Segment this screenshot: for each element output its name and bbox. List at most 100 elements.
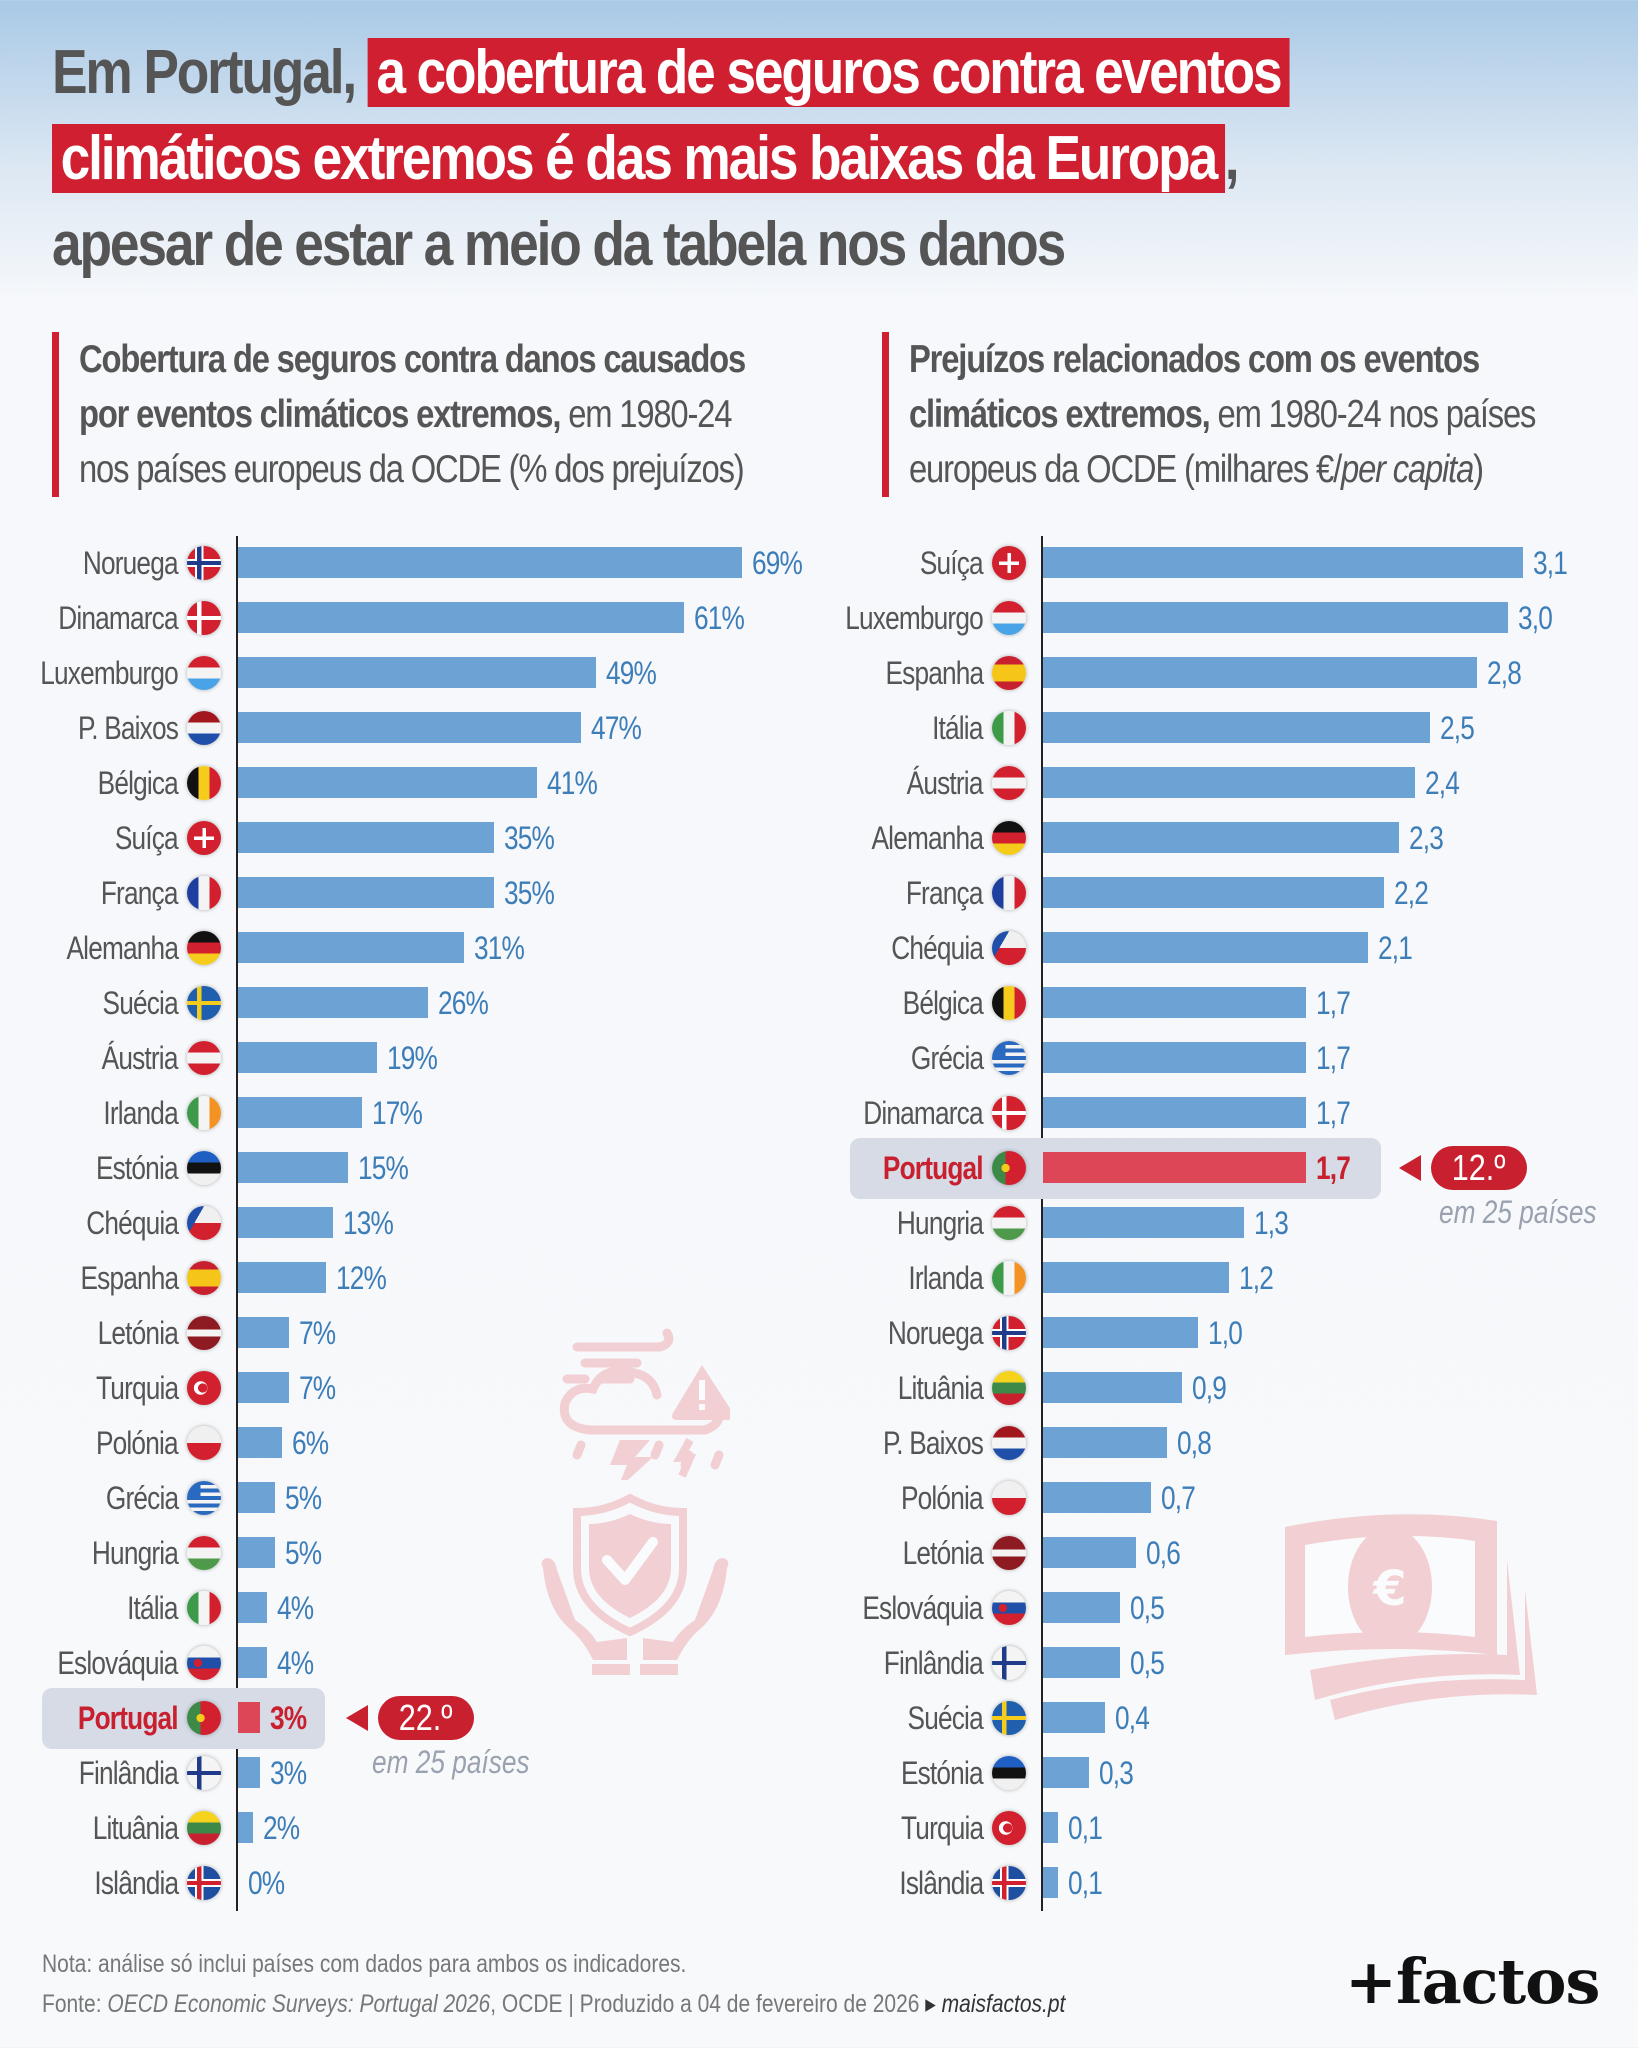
flag-icon-dk	[992, 1096, 1026, 1130]
flag-icon-lt	[992, 1371, 1026, 1405]
left-subtitle-bold-1: Cobertura de seguros contra danos causad…	[79, 338, 746, 381]
bar-row: Alemanha 31%	[0, 921, 819, 976]
bar-row: Bélgica 41%	[0, 756, 819, 811]
footer-source: Fonte: OECD Economic Surveys: Portugal 2…	[42, 1984, 1065, 2024]
flag-icon-gr	[187, 1481, 221, 1515]
flag-icon-lu	[187, 656, 221, 690]
bar	[1043, 1812, 1059, 1843]
bar	[1043, 1207, 1245, 1238]
right-chart-subtitle: Prejuízos relacionados com os eventos cl…	[882, 332, 1638, 497]
bar-row: Espanha 12%	[0, 1251, 819, 1306]
bar-row: Irlanda 17%	[0, 1086, 819, 1141]
bar-row: Grécia 5%	[0, 1471, 819, 1526]
arrow-icon: ▸	[925, 1990, 936, 2018]
bar	[1043, 1427, 1167, 1458]
bar	[238, 822, 494, 853]
value-label: 47%	[591, 710, 642, 746]
value-label: 31%	[474, 930, 525, 966]
bar	[1043, 547, 1523, 578]
flag-icon-at	[187, 1041, 221, 1075]
bar-row: Noruega 1,0	[819, 1306, 1638, 1361]
bar-row: Polónia 0,7	[819, 1471, 1638, 1526]
right-subtitle-unit-close: )	[1473, 448, 1484, 491]
bar-row: Luxemburgo 49%	[0, 646, 819, 701]
country-label: Alemanha	[871, 820, 983, 856]
bar	[238, 1647, 268, 1678]
flag-icon-cz	[187, 1206, 221, 1240]
value-label: 49%	[605, 655, 657, 691]
value-label: 2,5	[1440, 710, 1475, 746]
flag-icon-it	[187, 1591, 221, 1625]
rank-note: em 25 países	[372, 1744, 530, 1780]
highlighted-bar-row: Portugal 1,7	[819, 1141, 1638, 1196]
source-prefix: Fonte:	[42, 1990, 108, 2018]
flag-icon-ee	[992, 1756, 1026, 1790]
left-chart-subtitle: Cobertura de seguros contra danos causad…	[52, 332, 872, 497]
value-label: 61%	[693, 600, 745, 636]
bar	[238, 767, 538, 798]
value-label: 1,7	[1316, 1095, 1351, 1131]
value-label: 1,7	[1316, 1040, 1351, 1076]
headline-red-highlight: a cobertura de seguros contra eventos	[367, 38, 1290, 107]
bar-row: Letónia 0,6	[819, 1526, 1638, 1581]
country-label: Grécia	[105, 1480, 179, 1516]
bar	[1043, 1262, 1229, 1293]
bar-row: Turquia 7%	[0, 1361, 819, 1416]
flag-icon-be	[992, 986, 1026, 1020]
storm-warning-icon	[559, 1328, 730, 1480]
bar	[1043, 1592, 1121, 1623]
bar-row: França 35%	[0, 866, 819, 921]
country-label: Portugal	[78, 1700, 179, 1736]
pointer-arrow-icon	[1399, 1155, 1421, 1181]
flag-icon-fr	[187, 876, 221, 910]
bar-row: Letónia 7%	[0, 1306, 819, 1361]
bar	[1043, 1757, 1090, 1788]
value-label: 1,0	[1207, 1315, 1243, 1351]
right-subtitle-unit-italic: per capita	[1341, 448, 1474, 491]
rank-note: em 25 países	[1439, 1194, 1597, 1230]
value-label: 17%	[372, 1095, 423, 1131]
site-link[interactable]: maisfactos.pt	[941, 1990, 1066, 2018]
bar-row: Estónia 15%	[0, 1141, 819, 1196]
country-label: Turquia	[900, 1810, 984, 1846]
country-label: Áustria	[102, 1040, 179, 1076]
value-label: 1,7	[1316, 985, 1351, 1021]
headline: Em Portugal, a cobertura de seguros cont…	[52, 30, 1612, 288]
flag-icon-se	[187, 986, 221, 1020]
value-label: 0,5	[1130, 1590, 1165, 1626]
bar	[238, 987, 428, 1018]
flag-icon-lv	[992, 1536, 1026, 1570]
bar-row: Áustria 19%	[0, 1031, 819, 1086]
flag-icon-ch	[187, 821, 221, 855]
rank-badge: 22.º	[378, 1696, 474, 1740]
bar	[1043, 1152, 1307, 1183]
flag-icon-lt	[187, 1811, 221, 1845]
bar-row: P. Baixos 0,8	[819, 1416, 1638, 1471]
bar	[1043, 1317, 1198, 1348]
bar	[238, 1207, 333, 1238]
country-label: Dinamarca	[58, 600, 179, 636]
y-axis-line	[1041, 536, 1043, 1911]
value-label: 0,4	[1114, 1700, 1150, 1736]
flag-icon-pt	[992, 1151, 1026, 1185]
bar	[1043, 767, 1415, 798]
country-label: Bélgica	[902, 985, 984, 1021]
bar-row: Estónia 0,3	[819, 1746, 1638, 1801]
bar	[238, 1757, 260, 1788]
value-label: 13%	[342, 1205, 394, 1241]
country-label: Lituânia	[897, 1370, 984, 1406]
euro-banknotes-icon: €	[1285, 1514, 1537, 1720]
country-label: Áustria	[907, 765, 984, 801]
flag-icon-lu	[992, 601, 1026, 635]
bar-row: Áustria 2,4	[819, 756, 1638, 811]
flag-icon-es	[187, 1261, 221, 1295]
bar	[238, 1152, 348, 1183]
left-subtitle-bold-2: por eventos climáticos extremos,	[79, 393, 561, 436]
bar	[1043, 602, 1508, 633]
flag-icon-dk	[187, 601, 221, 635]
value-label: 4%	[277, 1590, 314, 1626]
bar	[1043, 877, 1384, 908]
headline-line-3: apesar de estar a meio da tabela nos dan…	[52, 210, 1066, 279]
country-label: Irlanda	[103, 1095, 179, 1131]
value-label: 0,6	[1145, 1535, 1181, 1571]
